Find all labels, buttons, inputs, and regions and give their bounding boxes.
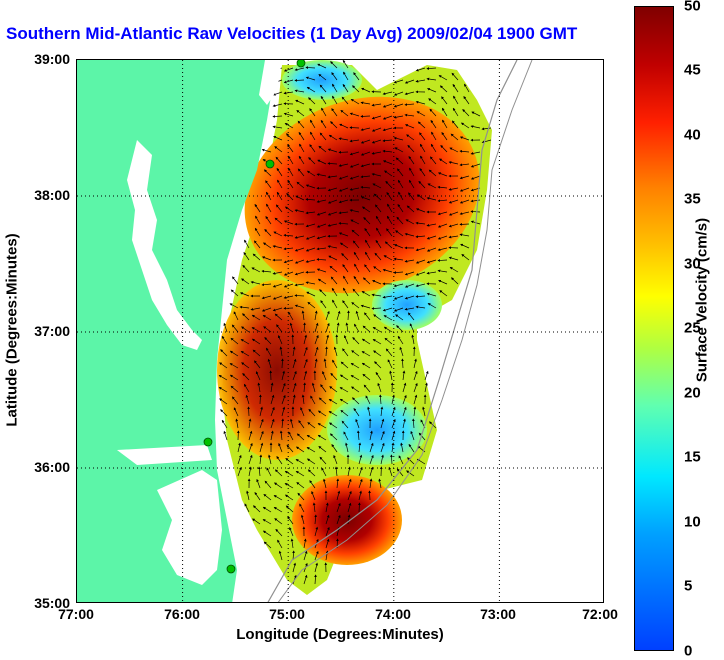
velocity-map-panel xyxy=(76,59,604,603)
velocity-map xyxy=(77,60,604,603)
colorbar-tick-label: 35 xyxy=(684,191,701,208)
radar-station xyxy=(266,160,274,168)
colorbar-tick-label: 40 xyxy=(684,127,701,144)
colorbar xyxy=(634,6,674,651)
map-title: Southern Mid-Atlantic Raw Velocities (1 … xyxy=(6,24,577,44)
x-tick-label: 72:00 xyxy=(582,606,618,622)
velocity-arrow xyxy=(232,277,238,284)
colorbar-tick-label: 15 xyxy=(684,449,701,466)
colorbar-label: Surface Velocity (cm/s) xyxy=(694,218,711,382)
radar-station xyxy=(297,60,305,67)
colorbar-tick-label: 50 xyxy=(684,0,701,15)
colorbar-tick-label: 5 xyxy=(684,578,692,595)
speed-core-west xyxy=(217,280,337,460)
x-tick-label: 75:00 xyxy=(269,606,305,622)
x-tick-label: 76:00 xyxy=(164,606,200,622)
velocity-arrow xyxy=(425,371,428,380)
radar-station xyxy=(204,438,212,446)
colorbar-tick-label: 0 xyxy=(684,643,692,660)
y-tick-label: 35:00 xyxy=(34,595,70,611)
x-axis-label: Longitude (Degrees:Minutes) xyxy=(236,626,444,643)
y-tick-label: 38:00 xyxy=(34,187,70,203)
radar-station xyxy=(227,565,235,573)
y-axis-label: Latitude (Degrees:Minutes) xyxy=(4,233,21,426)
x-tick-label: 73:00 xyxy=(480,606,516,622)
y-tick-label: 36:00 xyxy=(34,459,70,475)
colorbar-tick-label: 45 xyxy=(684,62,701,79)
y-tick-label: 39:00 xyxy=(34,51,70,67)
x-tick-label: 74:00 xyxy=(375,606,411,622)
speed-low-south xyxy=(327,395,427,465)
y-tick-label: 37:00 xyxy=(34,323,70,339)
colorbar-tick-label: 10 xyxy=(684,514,701,531)
colorbar-tick-label: 20 xyxy=(684,385,701,402)
